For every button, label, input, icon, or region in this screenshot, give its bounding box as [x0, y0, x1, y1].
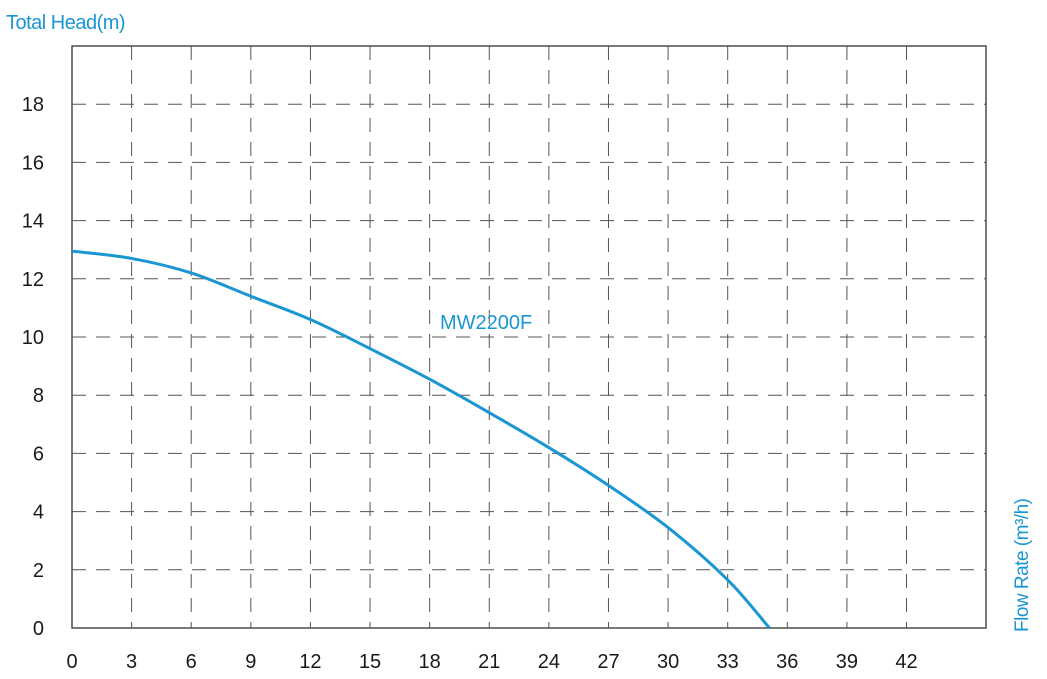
x-tick-label: 21	[478, 651, 500, 673]
x-tick-label: 30	[657, 651, 679, 673]
x-tick-label: 15	[359, 651, 381, 673]
x-tick-label: 36	[776, 651, 798, 673]
x-tick-label: 3	[126, 651, 137, 673]
y-tick-label: 8	[33, 385, 44, 407]
x-tick-label: 18	[419, 651, 441, 673]
x-axis-title: Flow Rate (m³/h)	[1012, 498, 1033, 632]
x-tick-label: 27	[597, 651, 619, 673]
series-line-mw2200f	[71, 249, 771, 629]
y-tick-label: 6	[33, 443, 44, 465]
y-tick-label: 16	[22, 152, 44, 174]
y-tick-label: 18	[22, 94, 44, 116]
x-tick-label: 24	[538, 651, 560, 673]
y-tick-label: 10	[22, 327, 44, 349]
plot-frame	[71, 45, 987, 629]
x-tick-label: 33	[717, 651, 739, 673]
y-tick-label: 2	[33, 560, 44, 582]
x-tick-label: 42	[895, 651, 917, 673]
y-axis-title: Total Head(m)	[6, 12, 125, 34]
y-tick-label: 12	[22, 269, 44, 291]
x-tick-labels: 0 3 6 9 12 15 18 21 24 27 30 33 36 39 42	[66, 651, 917, 673]
y-tick-label: 14	[22, 211, 44, 233]
y-tick-label: 0	[33, 618, 44, 640]
y-tick-labels: 0 2 4 6 8 10 12 14 16 18	[22, 94, 44, 640]
x-tick-label: 0	[66, 651, 77, 673]
x-tick-label: 39	[836, 651, 858, 673]
grid-lines	[72, 46, 986, 628]
x-tick-label: 6	[186, 651, 197, 673]
series-label-mw2200f: MW2200F	[440, 312, 532, 334]
y-tick-label: 4	[33, 502, 44, 524]
x-tick-label: 12	[299, 651, 321, 673]
x-tick-label: 9	[245, 651, 256, 673]
